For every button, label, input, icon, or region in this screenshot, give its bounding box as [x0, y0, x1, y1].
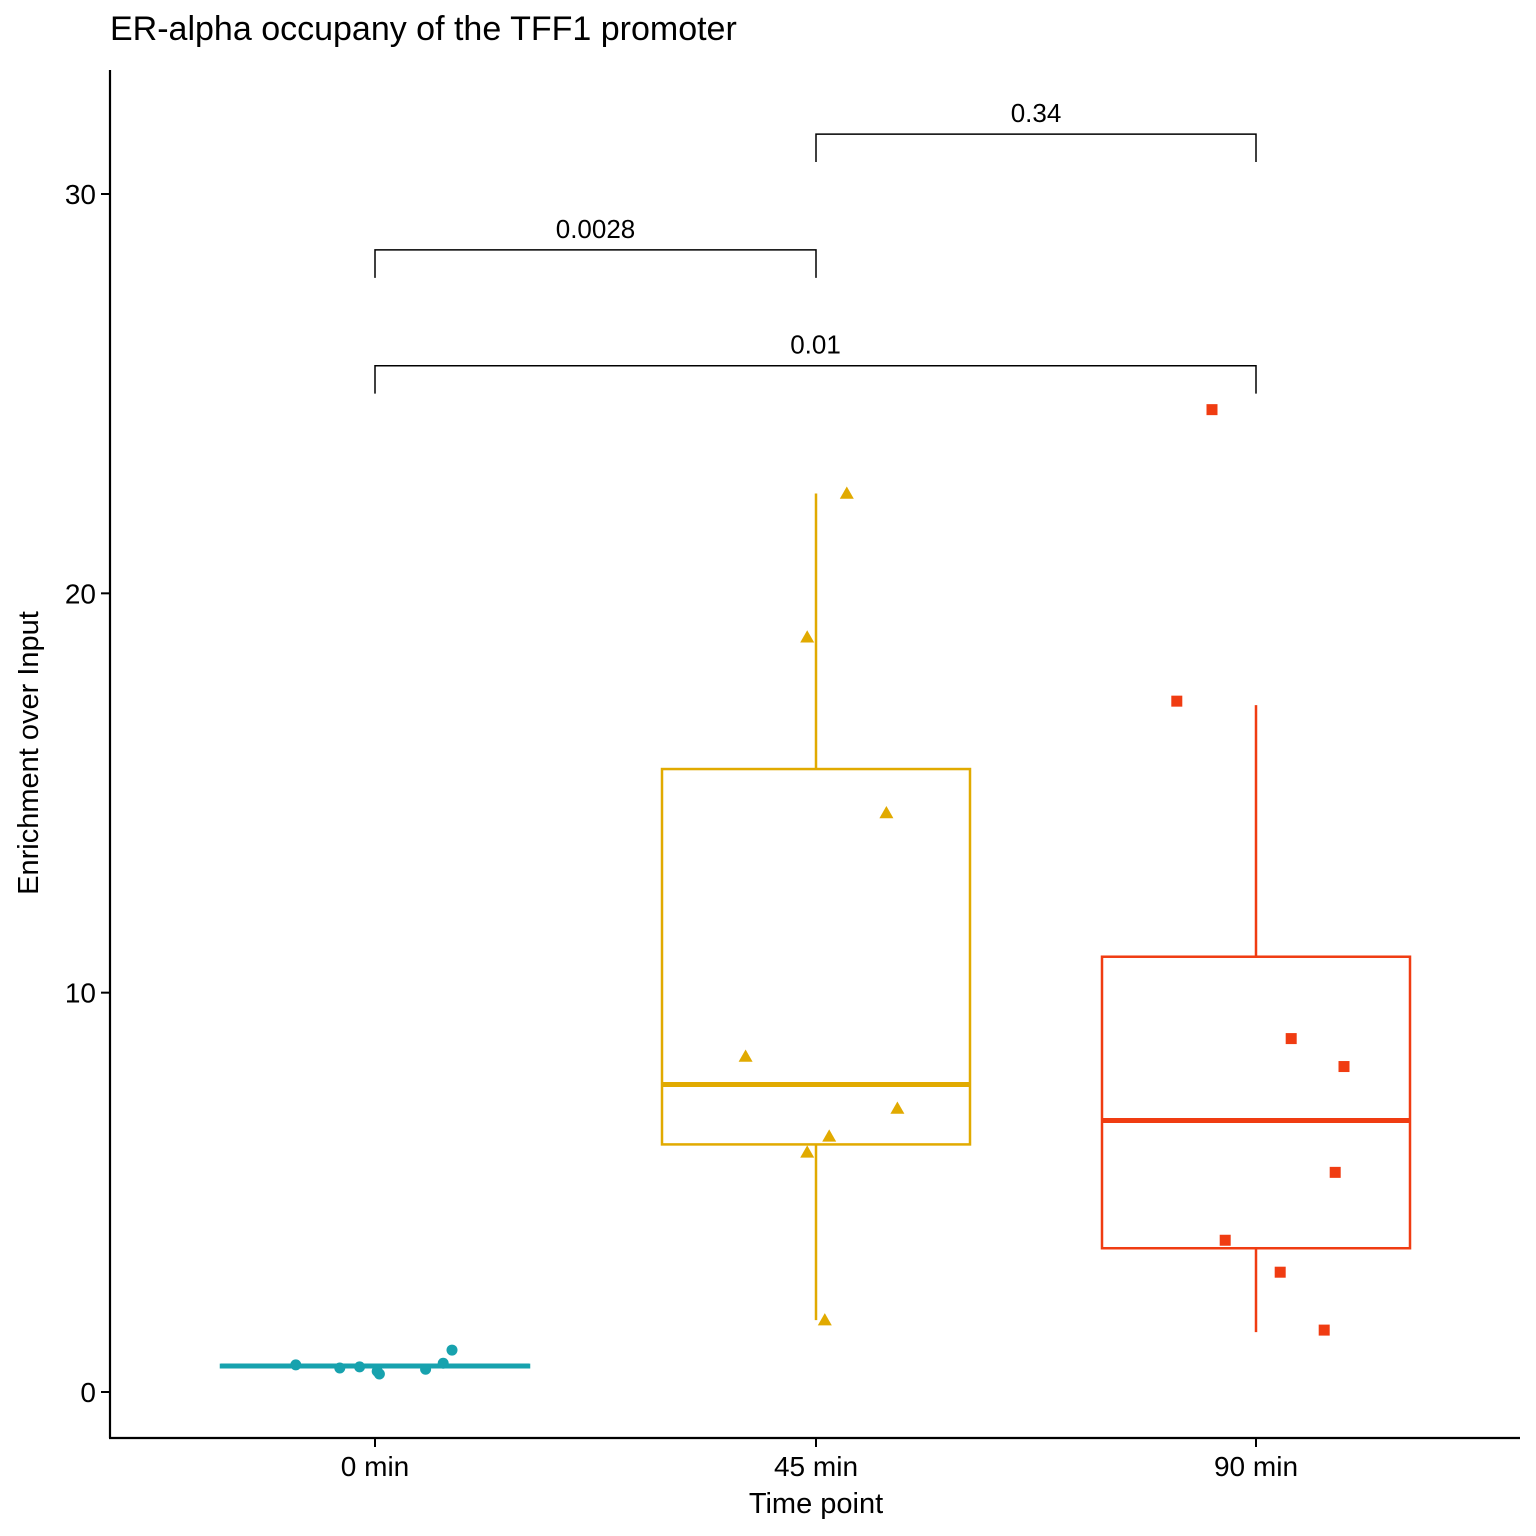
boxes-layer: [219, 493, 1412, 1369]
data-point: [879, 805, 894, 819]
data-point: [1171, 695, 1183, 707]
data-point: [890, 1101, 905, 1114]
y-tick-label: 20: [65, 578, 96, 609]
data-point: [738, 1049, 753, 1062]
bracket-line: [374, 249, 817, 278]
points-layer: [290, 404, 1350, 1380]
chart-title: ER-alpha occupany of the TFF1 promoter: [110, 10, 737, 48]
box-90-min: [1100, 705, 1412, 1333]
data-point: [1274, 1266, 1286, 1278]
data-point: [800, 630, 815, 643]
data-point: [1329, 1166, 1341, 1178]
data-point: [420, 1363, 432, 1375]
y-axis-title: Enrichment over Input: [13, 611, 45, 895]
bracket-line: [815, 133, 1257, 163]
data-point: [354, 1361, 366, 1373]
data-point: [334, 1362, 346, 1374]
p-value-label: 0.0028: [556, 214, 636, 244]
data-point: [1318, 1324, 1330, 1336]
data-point: [800, 1145, 815, 1158]
x-tick-label: 90 min: [1214, 1451, 1298, 1482]
data-point: [1338, 1061, 1350, 1073]
data-point: [817, 1313, 832, 1326]
data-point: [822, 1129, 837, 1142]
p-value-label: 0.01: [790, 330, 841, 360]
y-tick-label: 0: [80, 1377, 96, 1408]
x-tick-label: 45 min: [774, 1451, 858, 1482]
data-point: [371, 1365, 383, 1377]
x-axis-title: Time point: [749, 1488, 883, 1520]
comparison-bracket: 0.01: [374, 330, 1257, 394]
data-point: [437, 1357, 449, 1369]
data-point: [839, 486, 854, 499]
box-iqr: [660, 767, 972, 1146]
bracket-line: [374, 364, 1257, 394]
comparison-bracket: 0.0028: [374, 214, 817, 278]
axes-layer: 0 10 20 30 0 min 45 min 90 min: [65, 70, 1520, 1482]
box-45-min: [660, 493, 972, 1321]
data-point: [290, 1359, 302, 1371]
box-iqr: [1100, 955, 1412, 1250]
comparisons-layer: 0.0028 0.34 0.01: [374, 98, 1257, 394]
x-tick-label: 0 min: [341, 1451, 409, 1482]
data-point: [1206, 404, 1218, 416]
comparison-bracket: 0.34: [815, 98, 1257, 163]
p-value-label: 0.34: [1011, 98, 1062, 128]
data-point: [1285, 1033, 1297, 1045]
y-tick-label: 30: [65, 179, 96, 210]
y-tick-label: 10: [65, 978, 96, 1009]
data-point: [1219, 1234, 1231, 1246]
data-point: [446, 1344, 458, 1356]
